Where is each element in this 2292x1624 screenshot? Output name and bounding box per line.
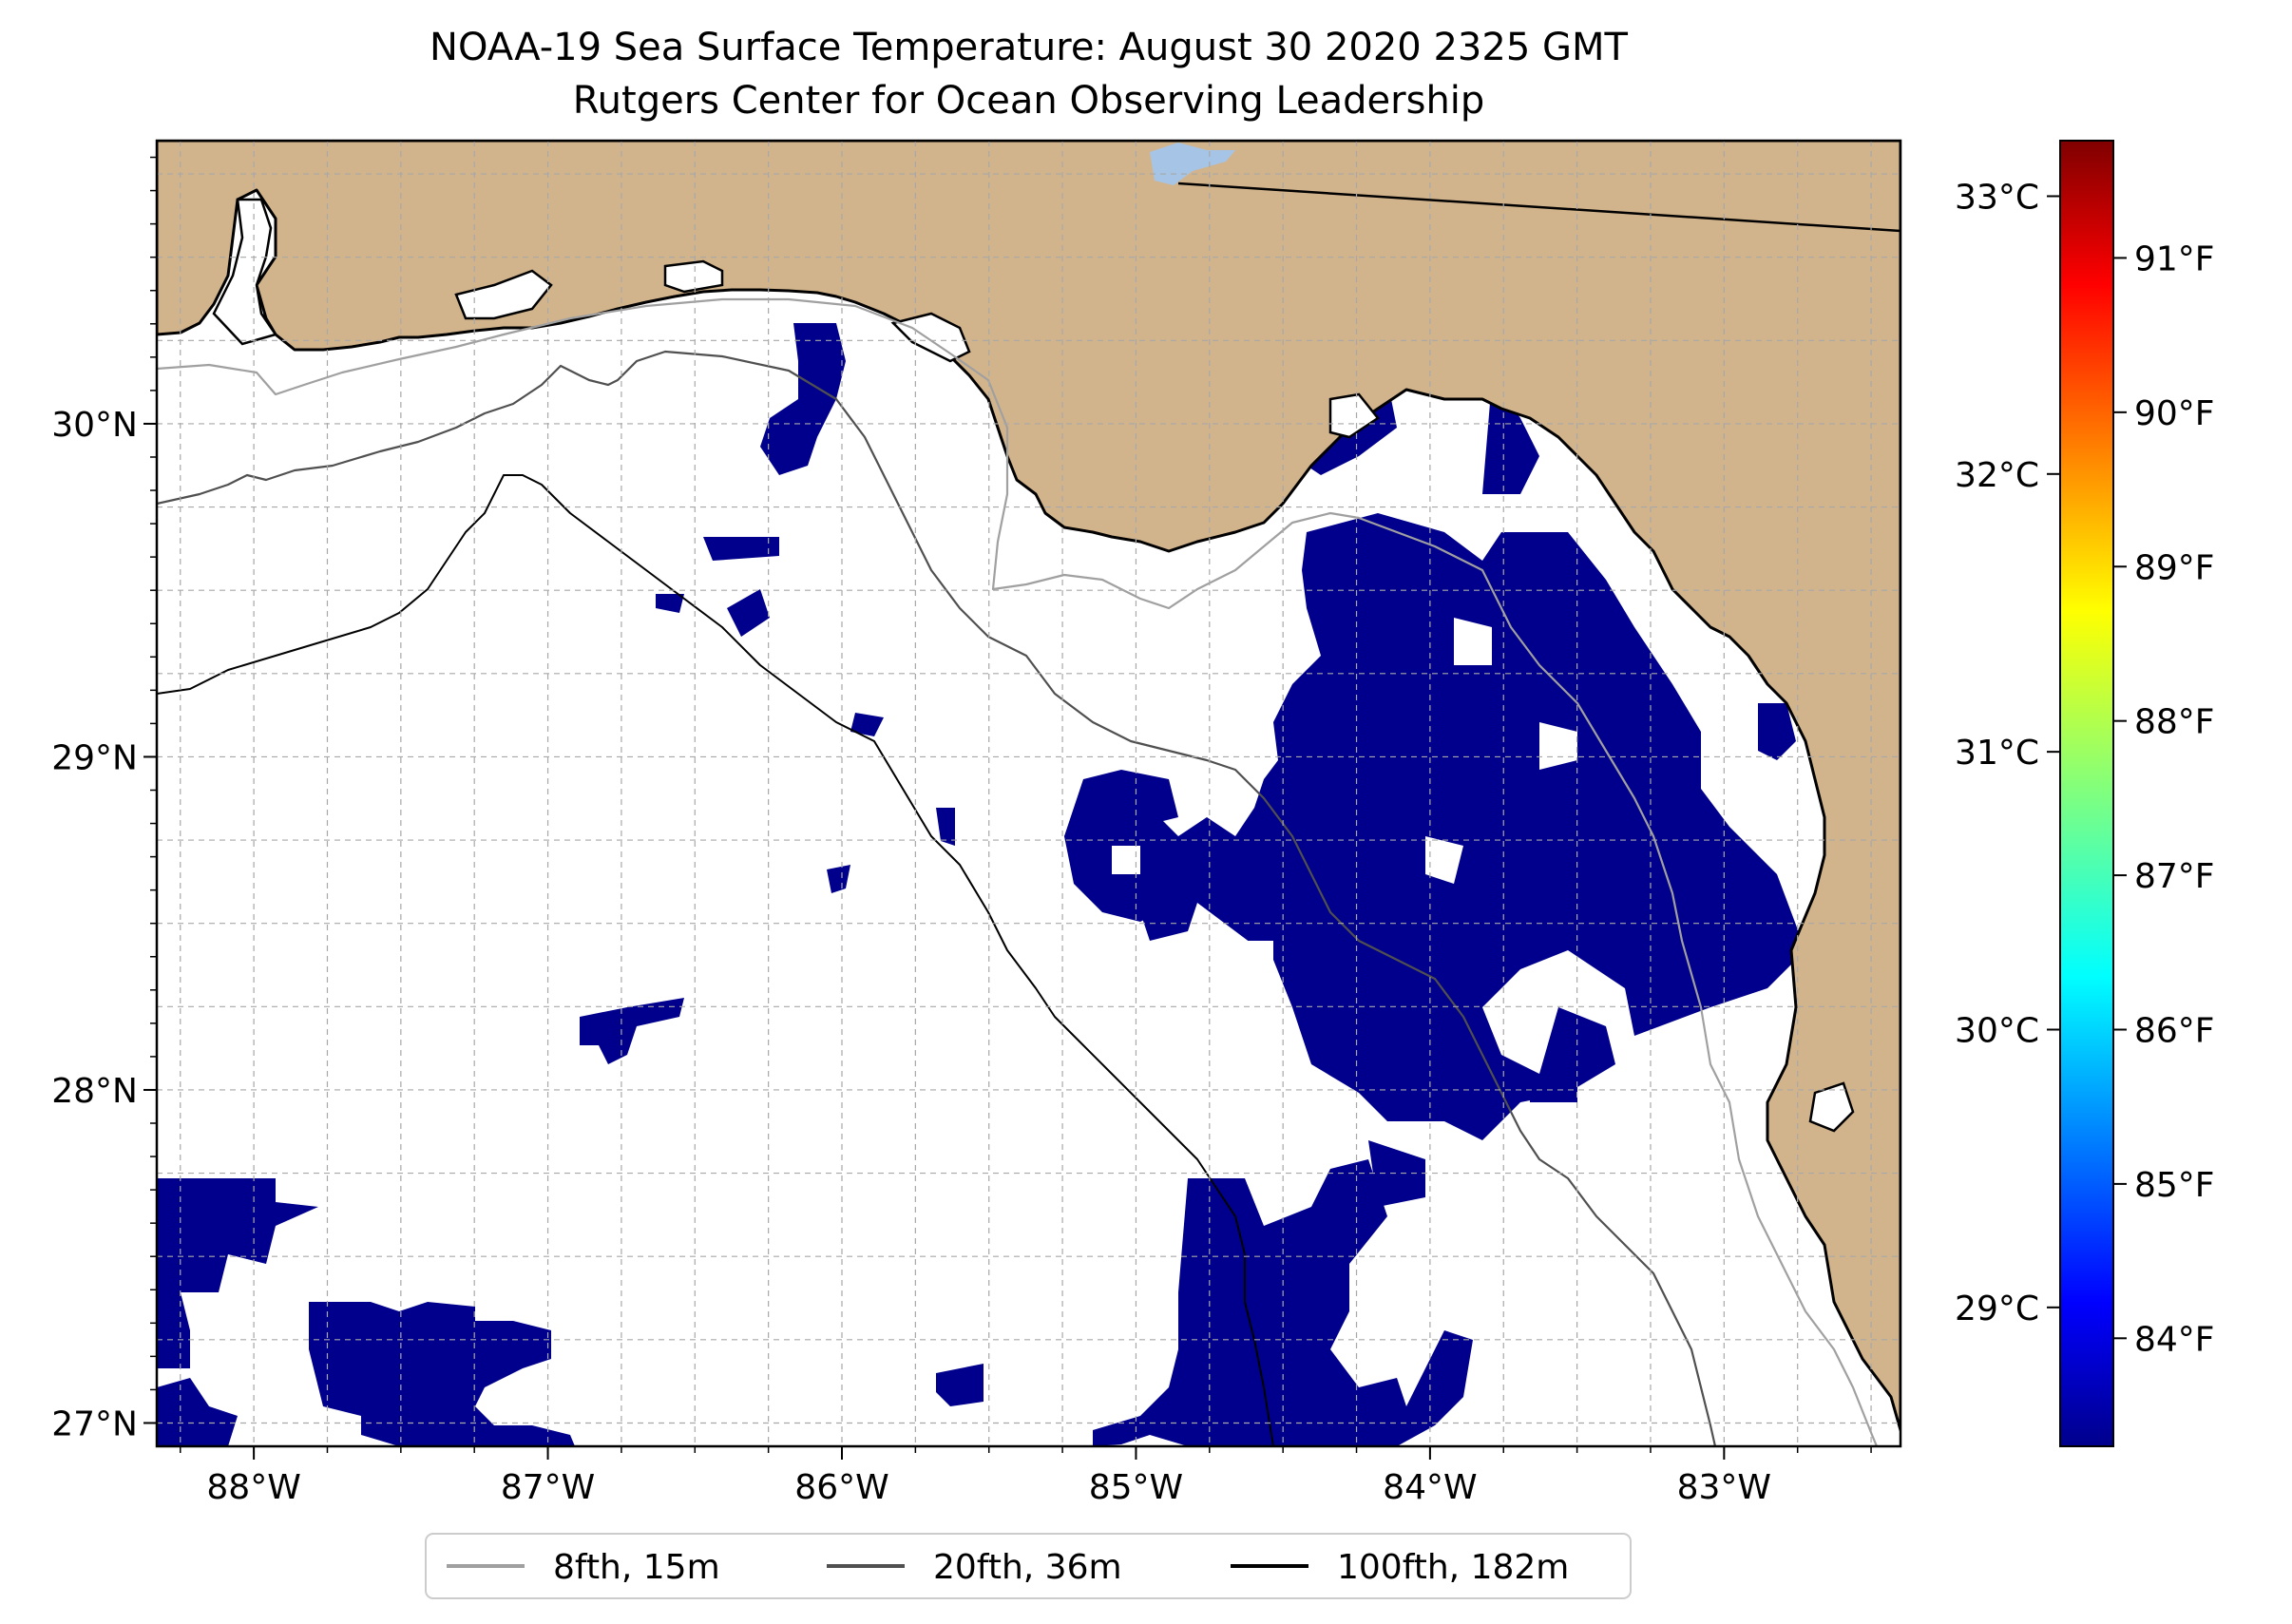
sst-patch (936, 808, 955, 846)
contour-20fth (157, 350, 1717, 1446)
lon-tick-label: 88°W (206, 1468, 300, 1507)
gridlines (157, 141, 1900, 1446)
sst-patch (727, 589, 770, 637)
coastal-bay (1808, 1081, 1855, 1133)
sst-patch (157, 1378, 238, 1446)
sst-patch (157, 1178, 318, 1368)
sst-gap (1539, 722, 1577, 770)
legend: 8fth, 15m 20fth, 36m 100fth, 182m (425, 1533, 1632, 1599)
sst-patch (1368, 1140, 1425, 1207)
lat-tick-label: 28°N (51, 1072, 138, 1111)
sst-patch (760, 323, 846, 475)
sst-patch (309, 1302, 575, 1446)
lon-tick-label: 86°W (794, 1468, 888, 1507)
sst-patch (850, 713, 884, 736)
map-panel (157, 141, 1900, 1446)
fahrenheit-tick-label: 90°F (2134, 394, 2215, 433)
lat-tick-label: 29°N (51, 738, 138, 777)
bathymetry-contours (157, 297, 1879, 1446)
legend-item-20fth: 20fth, 36m (827, 1548, 1122, 1587)
lon-tick-label: 87°W (501, 1468, 595, 1507)
coastal-bay (1328, 392, 1380, 439)
lon-tick-label: 83°W (1677, 1468, 1771, 1507)
fahrenheit-tick-label: 88°F (2134, 703, 2215, 742)
sst-patch (1530, 1074, 1577, 1102)
legend-label: 8fth, 15m (553, 1548, 720, 1587)
sst-gap (1112, 846, 1140, 874)
lat-tick-label: 27°N (51, 1404, 138, 1443)
celsius-tick-label: 30°C (1955, 1011, 2039, 1050)
colorbar-gradient (2059, 140, 2114, 1447)
colorbar-fahrenheit-axis: 84°F 85°F 86°F 87°F 88°F 89°F 90°F 91°F (2113, 239, 2215, 1359)
sst-patch (1064, 770, 1178, 922)
celsius-tick-label: 31°C (1955, 734, 2039, 773)
coastal-bay (890, 312, 971, 363)
sst-patch (1064, 513, 1805, 1140)
legend-label: 20fth, 36m (933, 1548, 1122, 1587)
celsius-tick-label: 33°C (1955, 178, 2039, 217)
legend-label: 100fth, 182m (1337, 1548, 1569, 1587)
mobile-bay-water (212, 198, 278, 346)
sst-patch (827, 865, 850, 893)
lon-tick-label: 85°W (1089, 1468, 1183, 1507)
sst-patch (936, 1364, 984, 1406)
map-title: NOAA-19 Sea Surface Temperature: August … (430, 26, 1628, 69)
sst-gap (1235, 1045, 1264, 1074)
contour-8fth (157, 297, 1879, 1446)
sst-patch (656, 594, 684, 613)
sst-gap (1454, 618, 1492, 665)
land-mass (157, 141, 1900, 1432)
fahrenheit-tick-label: 87°F (2134, 857, 2215, 896)
map-subtitle: Rutgers Center for Ocean Observing Leade… (572, 79, 1485, 123)
colorbar-celsius-axis: 29°C 30°C 31°C 32°C 33°C (1955, 178, 2060, 1328)
lon-tick-label: 84°W (1383, 1468, 1477, 1507)
land (157, 141, 1900, 1432)
colorbar: 29°C 30°C 31°C 32°C 33°C 84°F 85°F 86°F 87°F 88°… (1955, 140, 2215, 1447)
sst-patch (1482, 380, 1539, 494)
fahrenheit-tick-label: 91°F (2134, 239, 2215, 278)
legend-item-8fth: 8fth, 15m (447, 1548, 720, 1587)
sst-patch (1653, 827, 1739, 874)
fahrenheit-tick-label: 84°F (2134, 1320, 2215, 1359)
map-frame (155, 139, 1902, 1448)
lake (1150, 143, 1235, 185)
fahrenheit-tick-label: 89°F (2134, 548, 2215, 587)
sst-patch (1758, 703, 1796, 760)
sst-patch (580, 998, 684, 1064)
map-axis-ticks: 88°W 87°W 86°W 85°W 84°W 83°W 30°N 29°N 28°N 27°N (51, 156, 1872, 1507)
coastal-bay (663, 259, 724, 294)
celsius-tick-label: 29°C (1955, 1290, 2039, 1328)
legend-box (425, 1533, 1632, 1599)
state-border (1177, 182, 1900, 233)
sst-patch (703, 537, 779, 561)
sst-gaps (1112, 618, 1577, 1074)
legend-item-100fth: 100fth, 182m (1231, 1548, 1569, 1587)
coastal-bay (454, 269, 553, 320)
sst-gap (1235, 941, 1273, 960)
celsius-tick-label: 32°C (1955, 456, 2039, 495)
sst-gap (1425, 836, 1463, 884)
contour-100fth (157, 474, 1274, 1446)
fahrenheit-tick-label: 85°F (2134, 1166, 2215, 1205)
lat-tick-label: 30°N (51, 406, 138, 445)
fahrenheit-tick-label: 86°F (2134, 1011, 2215, 1050)
